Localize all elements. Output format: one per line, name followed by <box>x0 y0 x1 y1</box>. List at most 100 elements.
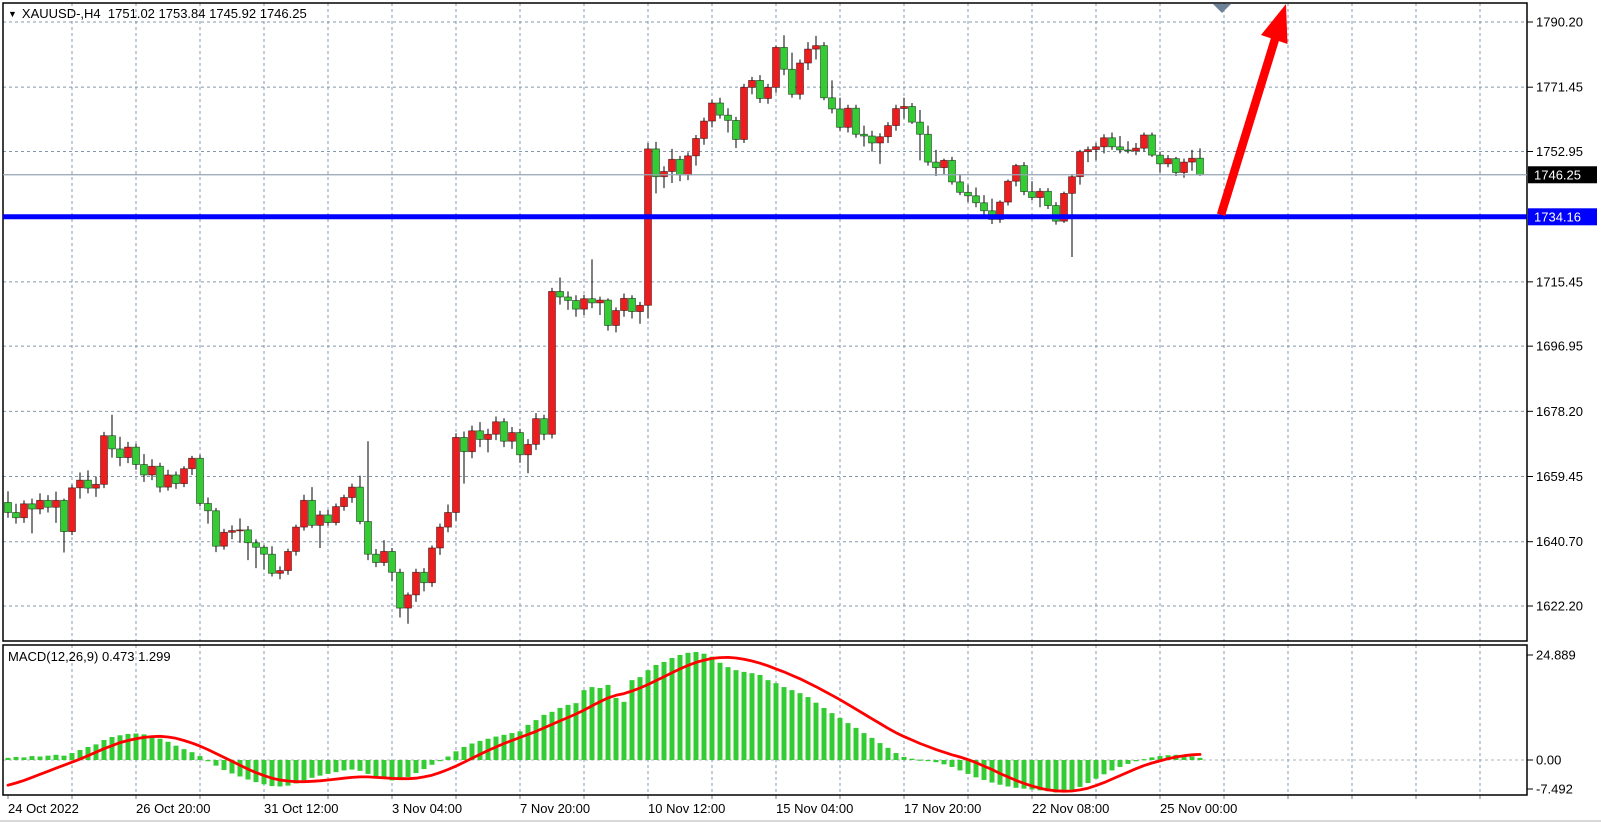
macd-histogram-bar <box>1077 760 1083 787</box>
macd-histogram-bar <box>325 760 331 774</box>
candle-body <box>300 499 308 528</box>
candle-body <box>564 296 572 301</box>
symbol-dropdown-icon[interactable]: ▼ <box>8 9 17 19</box>
time-axis-label: 10 Nov 12:00 <box>648 801 725 816</box>
macd-indicator-values: 0.473 1.299 <box>101 649 171 664</box>
macd-histogram-bar <box>797 693 803 760</box>
current-price-badge-text: 1746.25 <box>1534 167 1581 182</box>
macd-histogram-bar <box>1021 760 1027 789</box>
candle-body <box>588 298 596 304</box>
macd-histogram-bar <box>565 704 571 760</box>
candle-body <box>836 108 844 128</box>
macd-histogram-bar <box>597 687 603 760</box>
macd-histogram-bar <box>805 697 811 760</box>
chart-objects[interactable]: 1746.25 1734.16 <box>3 4 1597 226</box>
candle-body <box>1060 192 1068 222</box>
macd-histogram-bar <box>909 758 915 760</box>
candle-body <box>1012 165 1020 182</box>
candle-body <box>692 138 700 157</box>
macd-histogram-bar <box>701 653 707 760</box>
candle-body <box>668 158 676 172</box>
candle-body <box>804 48 812 64</box>
macd-histogram-bar <box>1101 760 1107 775</box>
macd-histogram-bar <box>821 707 827 760</box>
macd-histogram-bar <box>893 753 899 760</box>
macd-histogram-bar <box>901 756 907 760</box>
price-axis-label: 1678.20 <box>1536 404 1583 419</box>
macd-histogram-bar <box>813 702 819 760</box>
macd-histogram-bar <box>557 707 563 760</box>
macd-histogram-bar <box>189 752 195 760</box>
macd-histogram-bar <box>1125 760 1131 764</box>
trend-arrow-shaft[interactable] <box>1216 34 1281 217</box>
candle-body <box>4 502 12 513</box>
candle-body <box>580 298 588 310</box>
macd-histogram-bar <box>789 690 795 760</box>
candle-body <box>252 542 260 548</box>
macd-histogram-bar <box>709 656 715 760</box>
candle-body <box>60 499 68 533</box>
candle-body <box>444 512 452 528</box>
macd-histogram-bar <box>741 671 747 760</box>
price-axis-label: 1752.95 <box>1536 144 1583 159</box>
macd-histogram-bar <box>1045 760 1051 792</box>
candle-body <box>868 135 876 144</box>
candle-body <box>1036 190 1044 198</box>
candle-body <box>420 571 428 584</box>
macd-histogram-bar <box>205 760 211 762</box>
macd-histogram-bar <box>509 733 515 760</box>
macd-histogram-bar <box>629 680 635 760</box>
price-axis-label: 1696.95 <box>1536 339 1583 354</box>
macd-histogram-bar <box>229 760 235 774</box>
candle-body <box>1084 149 1092 153</box>
time-axis-label: 3 Nov 04:00 <box>392 801 462 816</box>
candle-body <box>540 418 548 435</box>
time-axis-label: 31 Oct 12:00 <box>264 801 338 816</box>
candle-body <box>900 106 908 109</box>
macd-signal-line <box>6 656 1202 793</box>
macd-histogram-bar <box>581 690 587 760</box>
candle-body <box>572 300 580 310</box>
candle-body <box>188 457 196 470</box>
candle-body <box>228 530 236 533</box>
macd-histogram-bar <box>77 750 83 760</box>
candle-body <box>980 202 988 212</box>
candle-body <box>180 468 188 485</box>
candle-body <box>644 148 652 306</box>
price-axis-label: 1771.45 <box>1536 80 1583 95</box>
macd-histogram-bar <box>213 760 219 766</box>
candle-body <box>756 80 764 99</box>
macd-histogram-bar <box>1061 760 1067 792</box>
macd-histogram-bar <box>261 760 267 785</box>
candle-body <box>596 299 604 304</box>
macd-histogram-bar <box>157 738 163 760</box>
macd-histogram-bar <box>237 760 243 777</box>
candle-body <box>620 297 628 311</box>
candle-body <box>1116 146 1124 151</box>
current-price-badge <box>1528 166 1597 184</box>
macd-histogram-bar <box>293 760 299 784</box>
candle-body <box>516 432 524 456</box>
candle-body <box>172 474 180 485</box>
candle-body <box>1148 134 1156 156</box>
macd-histogram-bar <box>861 733 867 760</box>
candle-body <box>892 108 900 126</box>
candle-body <box>324 514 332 523</box>
macd-pane <box>5 651 1203 793</box>
candle-body <box>508 432 516 442</box>
time-axis-label: 25 Nov 00:00 <box>1160 801 1237 816</box>
macd-histogram-bar <box>829 713 835 760</box>
candle-body <box>380 551 388 563</box>
macd-histogram-bar <box>45 755 51 760</box>
price-axis-label: 1715.45 <box>1536 274 1583 289</box>
macd-histogram-bar <box>381 760 387 780</box>
trend-arrow-head[interactable] <box>1261 4 1288 44</box>
macd-histogram-bar <box>533 720 539 760</box>
price-pane <box>4 35 1204 624</box>
macd-histogram-bar <box>469 743 475 760</box>
candle-body <box>772 46 780 88</box>
down-triangle-marker[interactable] <box>1213 4 1231 13</box>
macd-histogram-bar <box>61 755 67 760</box>
symbol-period-label: XAUUSD-,H4 <box>21 6 101 21</box>
